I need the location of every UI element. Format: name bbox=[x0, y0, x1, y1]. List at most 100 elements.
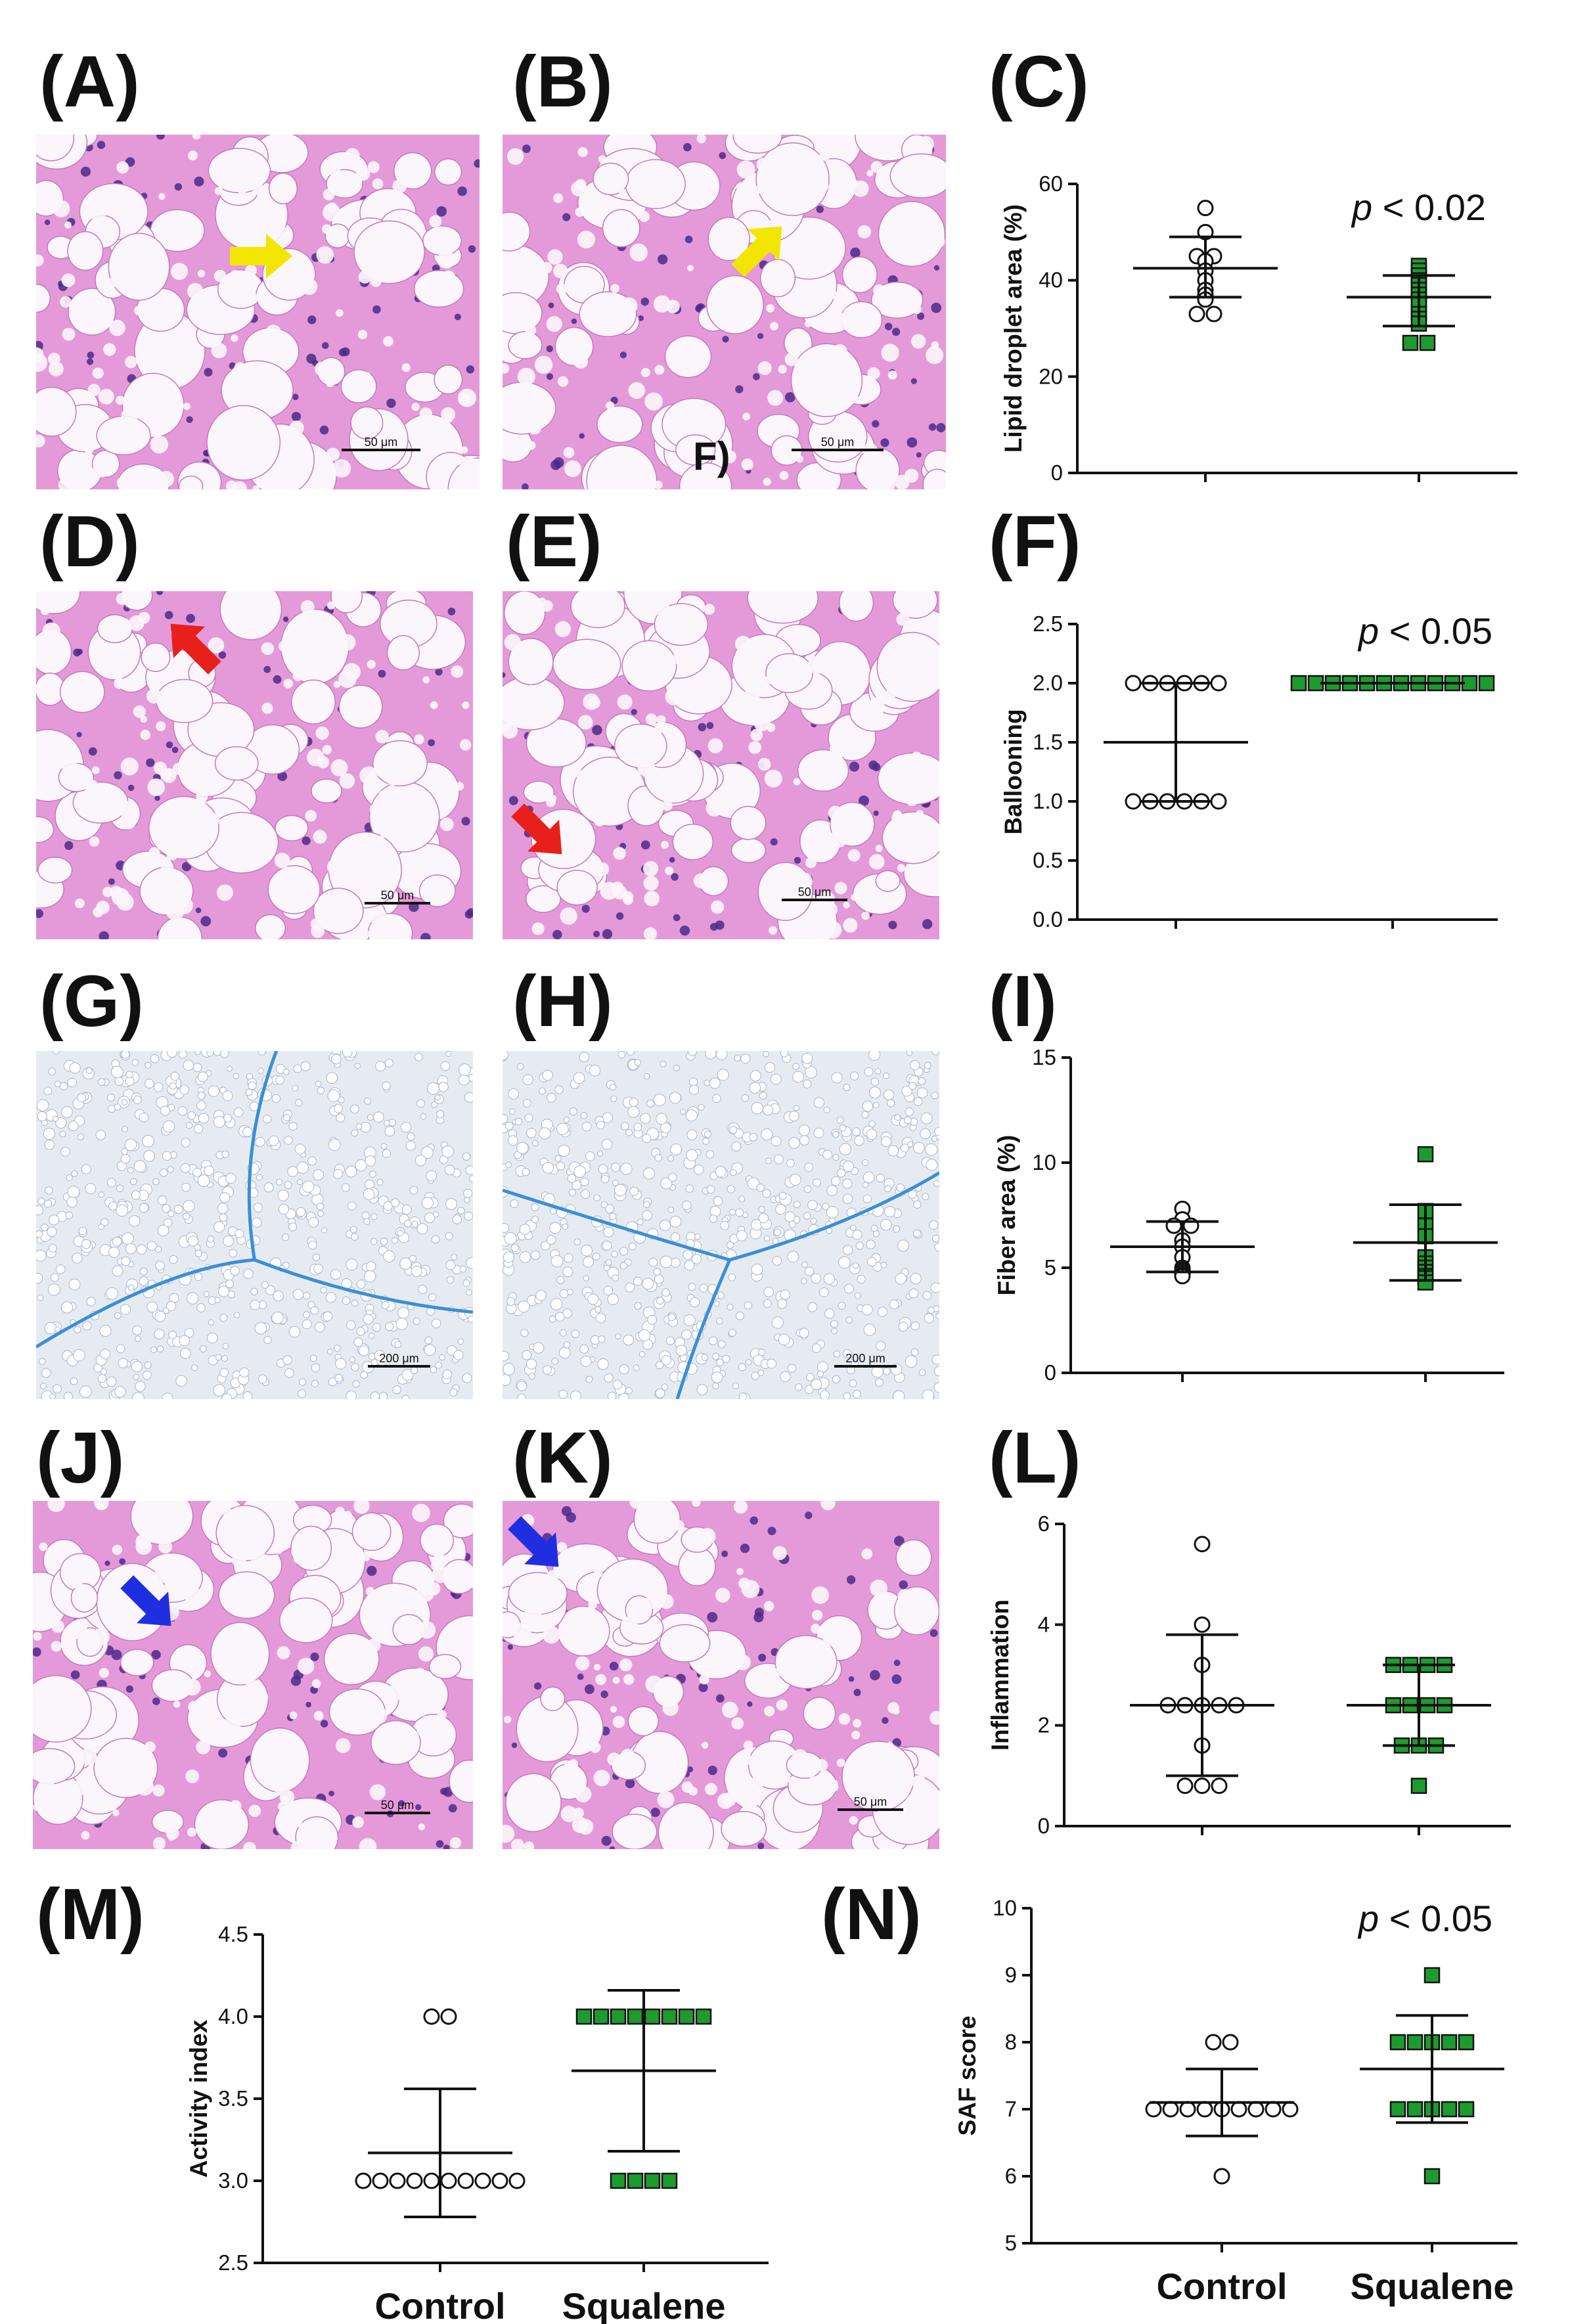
squalene-data-point bbox=[1406, 2034, 1423, 2051]
control-data-point bbox=[440, 2172, 457, 2189]
panel-label-f: (F) bbox=[989, 501, 1081, 582]
squalene-data-point bbox=[661, 2172, 678, 2189]
micrograph-h: 200 μm bbox=[503, 1051, 939, 1399]
scale-bar-label: 50 μm bbox=[854, 1795, 887, 1808]
control-data-point bbox=[1205, 305, 1222, 323]
y-tick-label: 2.5 bbox=[1033, 612, 1063, 636]
x-category-label: Control bbox=[1156, 2266, 1287, 2307]
control-data-point bbox=[474, 2172, 491, 2189]
panel-label-d: (D) bbox=[39, 501, 140, 582]
squalene-data-point bbox=[1458, 2034, 1475, 2051]
micrograph-b: 50 μm F) bbox=[503, 135, 946, 489]
squalene-data-point bbox=[1419, 334, 1436, 351]
arrow-icon bbox=[511, 803, 562, 855]
control-data-point bbox=[1194, 1616, 1211, 1633]
squalene-data-point bbox=[1402, 334, 1419, 351]
y-tick-label: 0.5 bbox=[1033, 848, 1063, 872]
control-data-point bbox=[1210, 793, 1227, 810]
x-category-label: Squalene bbox=[1351, 2266, 1514, 2307]
squalene-data-point bbox=[644, 2008, 661, 2025]
y-axis-title: Ballooning bbox=[1000, 709, 1027, 834]
chart-i: 0 5 10 15 Fiber area (%) bbox=[972, 1045, 1531, 1393]
control-data-point bbox=[1162, 2101, 1179, 2118]
scale-bar-label: 50 μm bbox=[821, 436, 854, 449]
squalene-data-point bbox=[661, 2008, 678, 2025]
arrow-icon bbox=[731, 226, 782, 277]
control-data-point bbox=[1188, 305, 1205, 323]
panel-label-b: (B) bbox=[512, 41, 613, 122]
micrograph-a: 50 μm bbox=[36, 135, 480, 489]
chart-l: 0 2 4 6 Inflammation bbox=[972, 1511, 1531, 1852]
y-tick-label: 2 bbox=[1038, 1713, 1050, 1737]
arrow-icon bbox=[508, 1516, 559, 1567]
micrograph-j: 50 μm bbox=[33, 1501, 473, 1849]
control-data-point bbox=[1265, 2101, 1282, 2118]
squalene-data-point bbox=[610, 2172, 627, 2189]
control-data-point bbox=[440, 2008, 457, 2025]
chart-f: 0.0 0.5 1.0 1.5 2.0 2.5 Ballooning p < 0.05 bbox=[966, 610, 1531, 939]
micrograph-k: 50 μm bbox=[503, 1501, 939, 1849]
panel-label-a: (A) bbox=[39, 41, 140, 122]
y-tick-label: 10 bbox=[1032, 1150, 1056, 1174]
scale-bar-label: 200 μm bbox=[379, 1352, 418, 1365]
control-data-point bbox=[389, 2172, 406, 2189]
arrow-icon bbox=[170, 623, 221, 675]
x-category-label: Squalene bbox=[562, 2285, 726, 2324]
squalene-data-point bbox=[627, 2172, 644, 2189]
y-tick-label: 7 bbox=[1005, 2097, 1017, 2121]
y-tick-label: 2.0 bbox=[1033, 671, 1063, 695]
p-value-annotation: p < 0.02 bbox=[1351, 187, 1486, 228]
scale-bar-label: 50 μm bbox=[798, 885, 831, 899]
squalene-data-point bbox=[678, 2008, 695, 2025]
control-data-point bbox=[1145, 2101, 1162, 2118]
y-tick-label: 4 bbox=[1038, 1612, 1050, 1636]
squalene-data-point bbox=[610, 2008, 627, 2025]
panel-label-c: (C) bbox=[989, 41, 1089, 122]
y-tick-label: 6 bbox=[1005, 2164, 1017, 2188]
control-data-point bbox=[491, 2172, 508, 2189]
control-data-point bbox=[508, 2172, 526, 2189]
control-data-point bbox=[1247, 2101, 1265, 2118]
panel-label-n: (N) bbox=[821, 1874, 922, 1955]
y-tick-label: 20 bbox=[1039, 364, 1063, 388]
y-tick-label: 2.5 bbox=[218, 2250, 248, 2275]
p-value-annotation: p < 0.05 bbox=[1357, 1898, 1492, 1939]
control-data-point bbox=[1125, 675, 1142, 692]
micrograph-g: 200 μm bbox=[36, 1051, 473, 1399]
control-data-point bbox=[372, 2172, 389, 2189]
control-data-point bbox=[457, 2172, 474, 2189]
panel-label-h: (H) bbox=[512, 961, 613, 1042]
panel-label-l: (L) bbox=[989, 1418, 1081, 1498]
panel-label-g: (G) bbox=[39, 961, 144, 1042]
control-data-point bbox=[1213, 2168, 1230, 2185]
chart-c: 0 20 40 60 Lipid droplet area (%) p < 0.02 bbox=[1000, 171, 1531, 512]
arrow-icon bbox=[120, 1575, 171, 1626]
y-tick-label: 0.0 bbox=[1033, 907, 1063, 931]
squalene-data-point bbox=[1389, 2034, 1406, 2051]
control-data-point bbox=[423, 2172, 440, 2189]
control-data-point bbox=[1176, 1777, 1194, 1795]
panel-label-e: (E) bbox=[506, 501, 602, 582]
control-data-point bbox=[1230, 2101, 1247, 2118]
p-value-annotation: p < 0.05 bbox=[1357, 610, 1492, 652]
y-tick-label: 1.0 bbox=[1033, 789, 1063, 813]
squalene-data-point bbox=[1389, 2101, 1406, 2118]
squalene-data-point bbox=[1441, 2101, 1458, 2118]
y-tick-label: 5 bbox=[1005, 2231, 1017, 2255]
y-tick-label: 15 bbox=[1032, 1045, 1056, 1069]
y-tick-label: 1.5 bbox=[1033, 730, 1063, 754]
y-tick-label: 3.0 bbox=[218, 2168, 248, 2193]
y-tick-label: 60 bbox=[1039, 171, 1063, 196]
squalene-data-point bbox=[644, 2172, 661, 2189]
micrograph-e: 50 μm bbox=[503, 591, 939, 939]
panel-label-i: (I) bbox=[989, 961, 1057, 1042]
panel-label-m: (M) bbox=[36, 1874, 145, 1955]
y-tick-label: 4.5 bbox=[218, 1922, 248, 1946]
control-data-point bbox=[406, 2172, 423, 2189]
squalene-data-point bbox=[593, 2008, 610, 2025]
squalene-data-point bbox=[1441, 2034, 1458, 2051]
squalene-data-point bbox=[575, 2008, 593, 2025]
control-data-point bbox=[1205, 2034, 1222, 2051]
squalene-data-point bbox=[1290, 675, 1307, 692]
chart-m: 2.5 3.0 3.5 4.0 4.5 Control Squalene Activity i… bbox=[177, 1922, 769, 2324]
